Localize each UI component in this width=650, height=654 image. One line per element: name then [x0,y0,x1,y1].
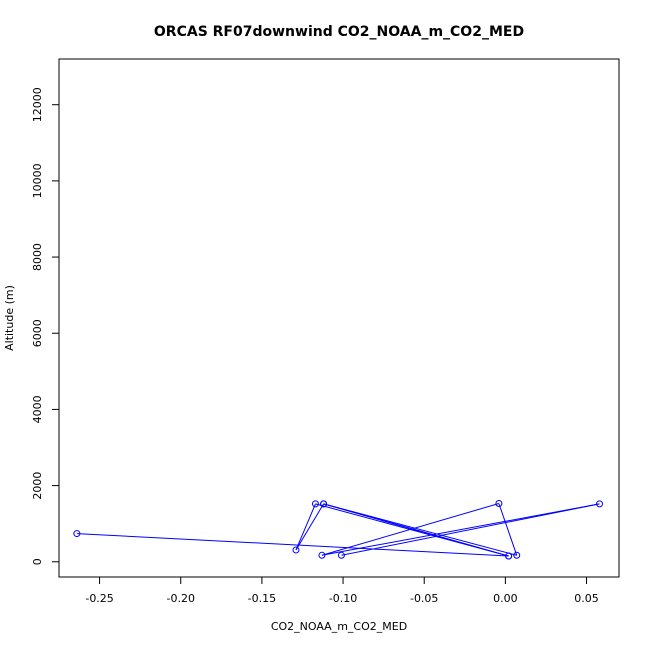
series-line-segment [295,503,316,551]
data-point [292,546,300,554]
series-line-segment [76,533,509,557]
chart-title: ORCAS RF07downwind CO2_NOAA_m_CO2_MED [154,24,524,40]
plot-frame [58,58,620,578]
data-point [596,500,604,508]
x-tick-label: -0.15 [248,592,276,605]
x-tick-label: 0.05 [574,592,599,605]
x-tick-label: -0.20 [167,592,195,605]
series-line-segment [295,503,325,551]
y-tick-label: 12000 [31,87,44,122]
data-point [320,500,328,508]
x-tick-label: 0.00 [493,592,518,605]
series-line-segment [315,503,509,557]
y-tick-label: 8000 [31,243,44,271]
data-point [337,551,345,559]
x-tick-label: -0.25 [85,592,113,605]
x-axis: -0.25 -0.20 -0.15 -0.10 -0.05 0.00 0.05 [85,576,599,605]
series-line-segment [341,503,600,556]
data-point [73,530,81,538]
data-point [513,551,521,559]
y-tick-label: 0 [31,558,44,565]
data-series [73,499,604,560]
y-axis: 0 2000 4000 6000 8000 10000 12000 [31,87,60,565]
series-line-segment [323,503,517,556]
y-tick-label: 10000 [31,163,44,198]
y-axis-label: Altitude (m) [3,285,16,351]
data-point [318,551,326,559]
data-point [311,500,319,508]
y-tick-label: 6000 [31,319,44,347]
data-point [505,552,513,560]
series-line-segment [321,503,600,556]
y-tick-label: 4000 [31,395,44,423]
x-tick-label: -0.05 [410,592,438,605]
series-line-segment [321,503,500,556]
x-axis-label: CO2_NOAA_m_CO2_MED [271,620,407,633]
x-tick-label: -0.10 [329,592,357,605]
y-tick-label: 2000 [31,472,44,500]
series-line-segment [498,503,518,556]
data-point [495,499,503,507]
